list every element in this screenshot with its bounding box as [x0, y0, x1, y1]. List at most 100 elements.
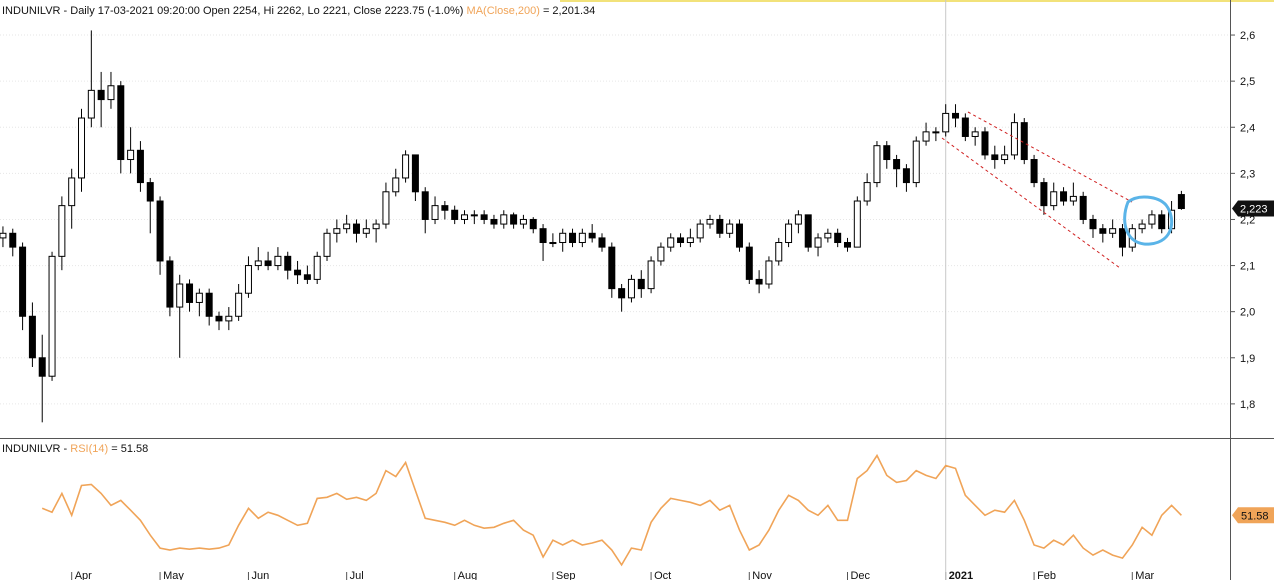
candle-body — [284, 255, 292, 271]
candle-body — [1109, 228, 1117, 234]
rsi-value: = 51.58 — [111, 443, 148, 455]
candle-body — [853, 200, 861, 248]
candle-body — [254, 260, 262, 267]
candle-body — [68, 177, 76, 207]
candle-body — [1040, 182, 1048, 207]
y-tick-label: 2,5 — [1240, 76, 1255, 88]
x-tick-label: May — [163, 570, 184, 580]
candle-body — [883, 145, 891, 161]
x-tick-label: Dec — [850, 570, 870, 580]
candle-body — [58, 205, 66, 257]
candle-body — [510, 214, 518, 225]
candle-body — [274, 255, 282, 267]
candle-body — [1020, 122, 1028, 161]
candle-body — [1158, 214, 1166, 230]
candle-body — [569, 232, 577, 244]
candle-body — [971, 131, 979, 137]
candle-body — [1030, 159, 1038, 184]
candle-body — [804, 214, 812, 248]
candle-body — [735, 223, 743, 248]
candle-body — [1079, 195, 1087, 220]
y-tick-label: 2,2 — [1240, 214, 1255, 226]
highlight-circle — [1123, 195, 1174, 246]
candle-body — [794, 214, 802, 225]
candle-body — [490, 218, 498, 225]
candle-body — [755, 278, 763, 285]
candle-body — [785, 223, 793, 244]
candle-body — [323, 232, 331, 257]
x-tick-label: Feb — [1037, 570, 1056, 580]
candle-body — [107, 85, 115, 101]
candle-body — [294, 269, 302, 276]
candle-body — [461, 214, 469, 220]
candle-body — [215, 315, 223, 322]
candle-body — [343, 223, 351, 230]
candle-body — [235, 292, 243, 317]
y-tick-label: 2,6 — [1240, 30, 1255, 42]
candle-body — [873, 145, 881, 184]
candle-body — [765, 260, 773, 285]
candle-body — [893, 159, 901, 170]
x-tick-label: Apr — [75, 570, 92, 580]
candle-body — [657, 246, 665, 262]
last-price-label: 2,223 — [1240, 204, 1268, 216]
candle-body — [559, 232, 567, 244]
candle-body — [402, 154, 410, 179]
candle-body — [1099, 228, 1107, 234]
candle-body — [480, 214, 488, 220]
candle-body — [1069, 195, 1077, 202]
candle-body — [696, 223, 704, 239]
y-tick-label: 1,9 — [1240, 353, 1255, 365]
candle-body — [529, 218, 537, 230]
candle-body — [1148, 214, 1156, 225]
candle-body — [578, 232, 586, 244]
candle-body — [0, 232, 7, 239]
candle-body — [28, 315, 36, 359]
y-tick-label: 2,0 — [1240, 307, 1255, 319]
candle-body — [411, 154, 419, 193]
candle-body — [618, 288, 626, 299]
candle-body — [1001, 154, 1009, 161]
candle-body — [333, 228, 341, 234]
candle-body — [1089, 218, 1097, 230]
candle-body — [745, 246, 753, 280]
candle-body — [87, 89, 95, 119]
candle-body — [863, 182, 871, 202]
candle-body — [146, 182, 154, 202]
price-header: INDUNILVR - Daily 17-03-2021 09:20:00 Op… — [2, 5, 595, 17]
candle-body — [38, 357, 46, 377]
y-tick-label: 2,4 — [1240, 122, 1255, 134]
candle-body — [902, 168, 910, 184]
candle-body — [166, 260, 174, 308]
candle-body — [382, 191, 390, 225]
candle-body — [961, 117, 969, 137]
candle-body — [608, 246, 616, 290]
candle-body — [156, 200, 164, 262]
candle-body — [313, 255, 321, 280]
candle-body — [932, 131, 940, 134]
candle-body — [195, 292, 203, 303]
candle-body — [952, 112, 960, 119]
candle-body — [627, 278, 635, 299]
candle-body — [775, 242, 783, 262]
candle-body — [117, 85, 125, 161]
candle-body — [588, 232, 596, 239]
candle-body — [991, 154, 999, 161]
x-tick-label: Aug — [458, 570, 478, 580]
candle-body — [647, 260, 655, 290]
ma-label: MA(Close,200) — [467, 5, 540, 17]
candle-body — [519, 218, 527, 225]
candle-body — [912, 140, 920, 184]
candle-body — [19, 246, 27, 317]
y-tick-label: 2,1 — [1240, 261, 1255, 273]
x-tick-label: 2021 — [949, 570, 973, 580]
candle-body — [352, 223, 360, 234]
x-tick-label: Sep — [556, 570, 576, 580]
candle-body — [372, 223, 380, 230]
candle-body — [824, 232, 832, 239]
candle-body — [225, 315, 233, 322]
candle-body — [303, 274, 311, 280]
candle-body — [981, 131, 989, 156]
price-title: INDUNILVR - Daily 17-03-2021 09:20:00 Op… — [2, 5, 463, 17]
